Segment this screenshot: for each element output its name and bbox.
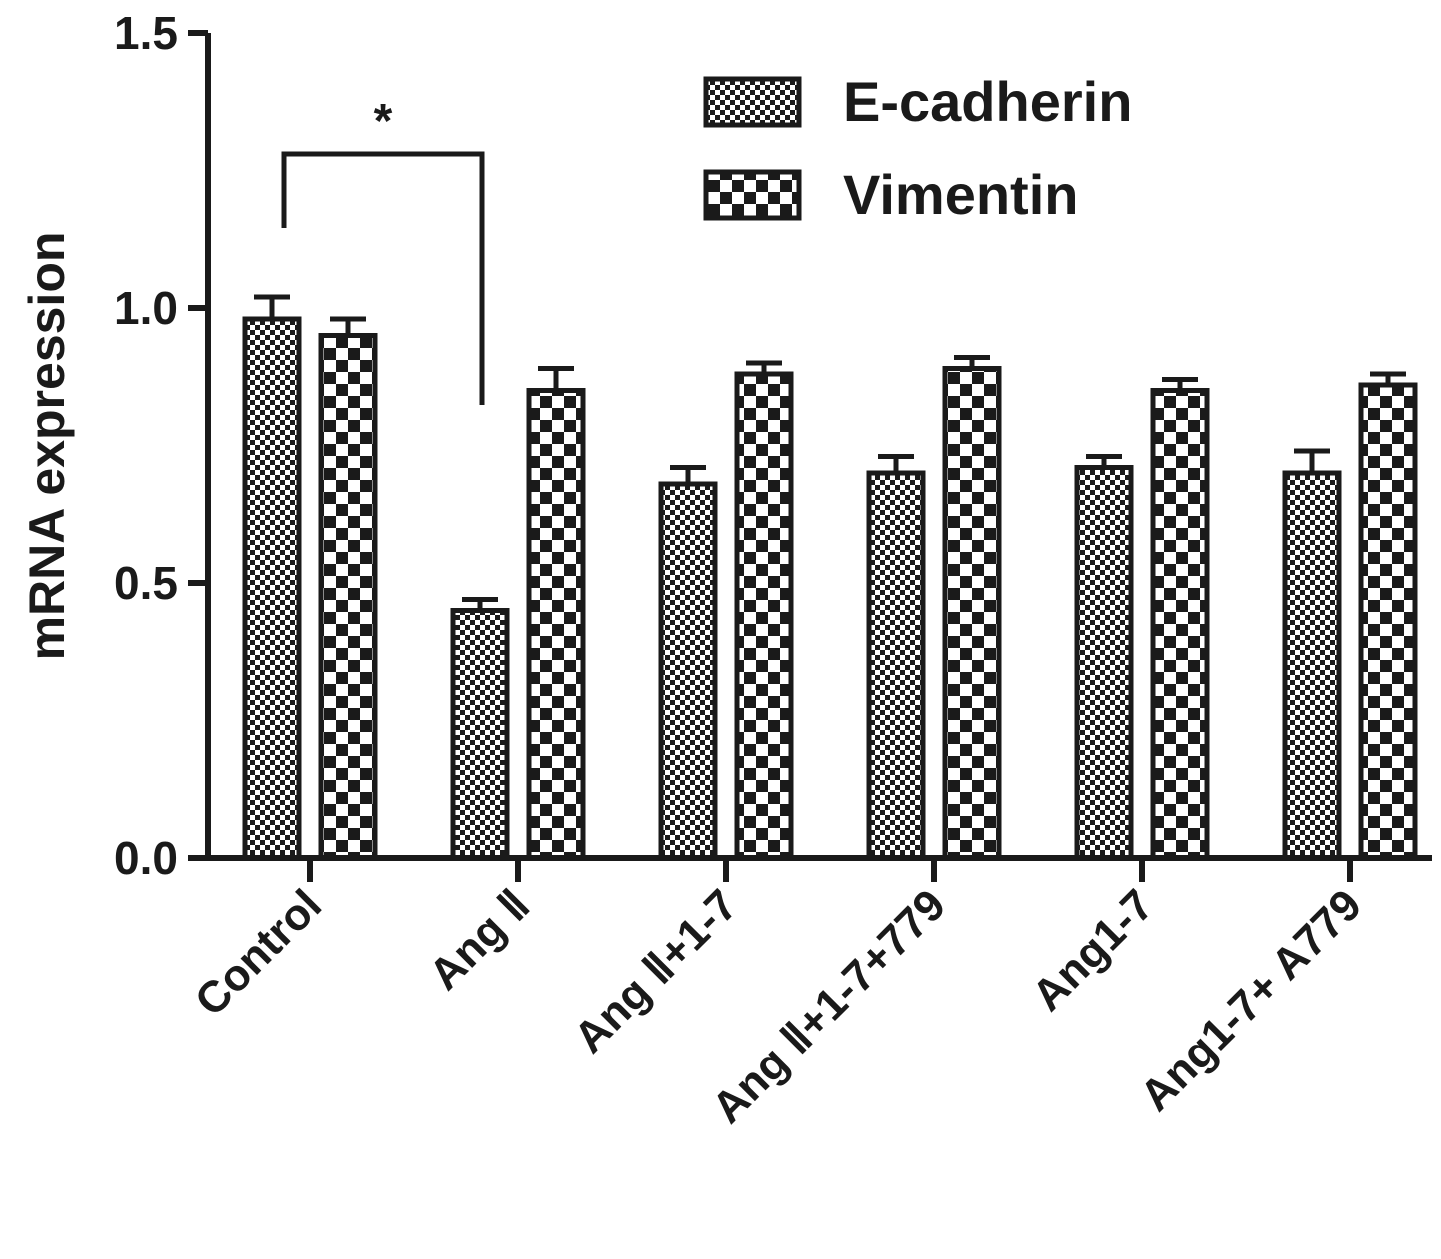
error-bar-0-5 xyxy=(1294,448,1330,473)
y-tick-label-3: 1.5 xyxy=(114,7,178,59)
bar-e-cadherin-4 xyxy=(1074,465,1134,861)
bars-layer xyxy=(242,316,1418,861)
error-bar-1-2 xyxy=(746,360,782,374)
bar-vimentin-4 xyxy=(1150,388,1210,861)
legend-swatch-0 xyxy=(703,76,802,128)
significance-label: * xyxy=(374,95,393,148)
legend-label-0: E-cadherin xyxy=(843,70,1132,133)
legend-item-vimentin: Vimentin xyxy=(703,163,1078,226)
bar-e-cadherin-0 xyxy=(242,316,302,861)
significance-layer: * xyxy=(281,95,485,405)
error-bar-1-1 xyxy=(538,366,574,391)
y-axis-title: mRNA expression xyxy=(19,232,75,661)
x-category-label-5: Ang1-7+ A779 xyxy=(1131,880,1371,1120)
significance-bracket xyxy=(281,151,485,405)
error-bar-1-3 xyxy=(954,355,990,369)
bar-vimentin-2 xyxy=(734,371,794,861)
bar-e-cadherin-2 xyxy=(658,481,718,861)
legend-label-1: Vimentin xyxy=(843,163,1078,226)
x-category-label-0: Control xyxy=(186,880,331,1025)
bar-vimentin-0 xyxy=(318,333,378,861)
bar-e-cadherin-5 xyxy=(1282,470,1342,861)
x-category-label-1: Ang Ⅱ xyxy=(420,880,539,999)
legend: E-cadherin Vimentin xyxy=(703,70,1132,226)
error-bar-0-2 xyxy=(670,465,706,484)
error-bar-1-0 xyxy=(330,316,366,336)
error-bar-0-1 xyxy=(462,597,498,611)
error-bar-0-3 xyxy=(878,454,914,473)
error-bars-layer xyxy=(254,294,1406,611)
bar-vimentin-3 xyxy=(942,366,1002,861)
bar-e-cadherin-3 xyxy=(866,470,926,861)
x-category-label-4: Ang1-7 xyxy=(1023,880,1163,1020)
legend-item-e-cadherin: E-cadherin xyxy=(703,70,1132,133)
y-tick-label-0: 0.0 xyxy=(114,832,178,884)
bar-e-cadherin-1 xyxy=(450,608,510,861)
y-tick-label-1: 0.5 xyxy=(114,557,178,609)
y-tick-label-2: 1.0 xyxy=(114,282,178,334)
error-bar-1-4 xyxy=(1162,377,1198,391)
bar-vimentin-1 xyxy=(526,388,586,861)
error-bar-0-4 xyxy=(1086,454,1122,468)
bar-vimentin-5 xyxy=(1358,382,1418,861)
error-bar-1-5 xyxy=(1370,371,1406,385)
x-category-label-2: Ang Ⅱ+1-7 xyxy=(565,880,747,1062)
error-bar-0-0 xyxy=(254,294,290,319)
legend-swatch-1 xyxy=(703,169,802,221)
